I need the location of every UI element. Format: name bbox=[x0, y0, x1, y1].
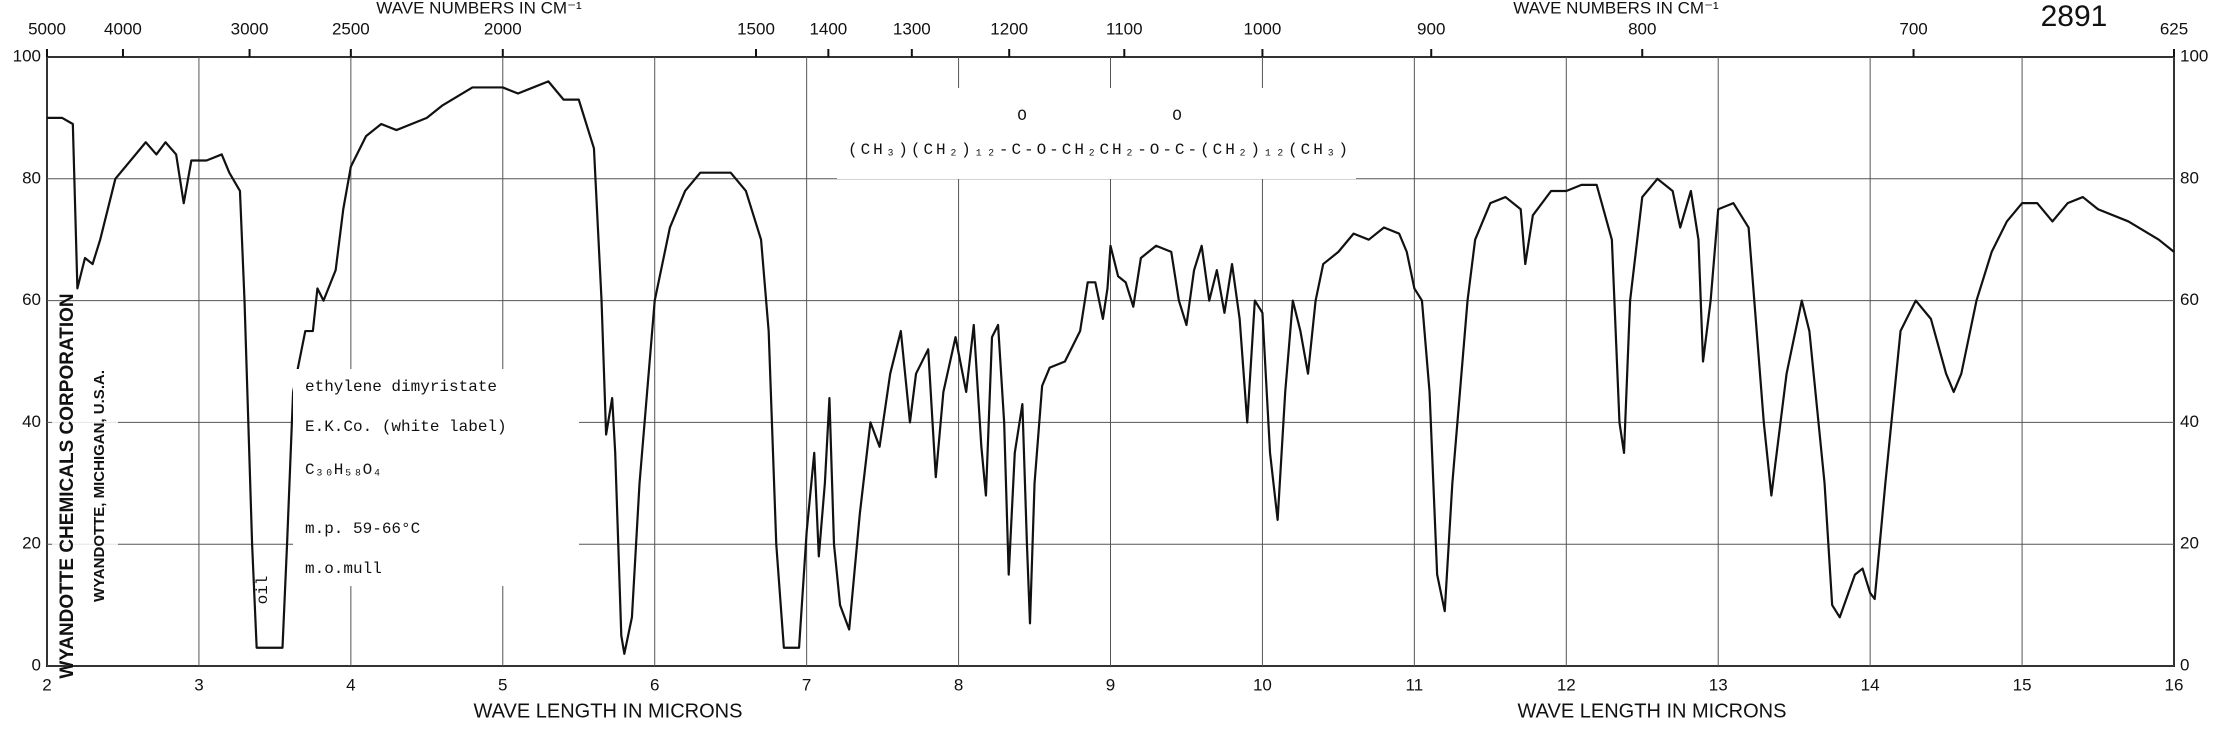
annotations: O O (CH₃)(CH₂)₁₂-C-O-CH₂CH₂-O-C-(CH₂)₁₂(… bbox=[52, 88, 1356, 679]
x-tick-label: 7 bbox=[802, 675, 811, 694]
y-tick-label: 0 bbox=[2180, 655, 2189, 674]
carbonyl-oxygen: O bbox=[1017, 107, 1027, 125]
sample-formula: C₃₀H₅₈O₄ bbox=[305, 461, 382, 479]
sample-phase: m.o.mull bbox=[305, 560, 382, 578]
x-tick-label: 11 bbox=[1406, 675, 1424, 694]
x-axis-label: WAVE LENGTH IN MICRONS bbox=[474, 700, 743, 722]
x2-tick-label: 2000 bbox=[484, 19, 522, 38]
x2-tick-label: 4000 bbox=[104, 19, 142, 38]
x-tick-label: 6 bbox=[650, 675, 659, 694]
x2-tick-label: 625 bbox=[2160, 19, 2188, 38]
y-tick-label: 80 bbox=[22, 168, 41, 187]
x2-axis-label: WAVE NUMBERS IN CM⁻¹ bbox=[376, 0, 582, 17]
x2-axis-label: WAVE NUMBERS IN CM⁻¹ bbox=[1513, 0, 1719, 17]
x-axis-label: WAVE LENGTH IN MICRONS bbox=[1518, 700, 1787, 722]
x2-tick-label: 1300 bbox=[893, 19, 931, 38]
x2-tick-label: 1200 bbox=[990, 19, 1028, 38]
y-tick-label: 100 bbox=[13, 46, 41, 65]
sample-box bbox=[293, 369, 579, 586]
y-tick-label: 0 bbox=[32, 655, 41, 674]
band-note: oil bbox=[254, 576, 272, 605]
carbonyl-oxygen: O bbox=[1172, 107, 1182, 125]
x-tick-label: 5 bbox=[498, 675, 507, 694]
x2-tick-label: 1500 bbox=[737, 19, 775, 38]
y-tick-label: 60 bbox=[22, 290, 41, 309]
x2-tick-label: 2500 bbox=[332, 19, 370, 38]
x-tick-label: 8 bbox=[954, 675, 963, 694]
y-tick-label: 20 bbox=[22, 534, 41, 553]
y-tick-label: 80 bbox=[2180, 168, 2199, 187]
x-tick-label: 10 bbox=[1253, 675, 1272, 694]
formula-box bbox=[837, 88, 1356, 179]
x-tick-label: 16 bbox=[2165, 675, 2184, 694]
spectrum-line bbox=[47, 80, 2175, 655]
publisher-box bbox=[52, 310, 118, 662]
y-tick-label: 100 bbox=[2180, 46, 2208, 65]
x-tick-label: 15 bbox=[2013, 675, 2032, 694]
publisher-place: WYANDOTTE, MICHIGAN, U.S.A. bbox=[91, 370, 108, 602]
x-tick-label: 14 bbox=[1861, 675, 1880, 694]
x2-tick-label: 5000 bbox=[28, 19, 66, 38]
x-tick-label: 12 bbox=[1557, 675, 1576, 694]
chart-title: 2891 bbox=[2041, 0, 2108, 33]
sample-mp: m.p. 59-66°C bbox=[305, 520, 420, 538]
y-tick-label: 60 bbox=[2180, 290, 2199, 309]
sample-name: ethylene dimyristate bbox=[305, 378, 497, 396]
y-tick-label: 40 bbox=[22, 412, 41, 431]
x-tick-label: 2 bbox=[42, 675, 51, 694]
sample-source: E.K.Co. (white label) bbox=[305, 418, 507, 436]
x2-tick-label: 700 bbox=[1899, 19, 1927, 38]
x-tick-label: 3 bbox=[194, 675, 203, 694]
y-tick-label: 40 bbox=[2180, 412, 2199, 431]
x2-tick-label: 1400 bbox=[809, 19, 847, 38]
x-tick-label: 13 bbox=[1709, 675, 1728, 694]
x2-tick-label: 1000 bbox=[1244, 19, 1282, 38]
publisher-name: WYANDOTTE CHEMICALS CORPORATION bbox=[57, 293, 78, 678]
x-tick-label: 4 bbox=[346, 675, 355, 694]
y-tick-label: 20 bbox=[2180, 534, 2199, 553]
x2-tick-label: 3000 bbox=[231, 19, 269, 38]
x2-tick-label: 1100 bbox=[1106, 19, 1143, 38]
x2-tick-label: 900 bbox=[1417, 19, 1445, 38]
x-tick-label: 9 bbox=[1106, 675, 1115, 694]
x2-tick-label: 800 bbox=[1628, 19, 1656, 38]
